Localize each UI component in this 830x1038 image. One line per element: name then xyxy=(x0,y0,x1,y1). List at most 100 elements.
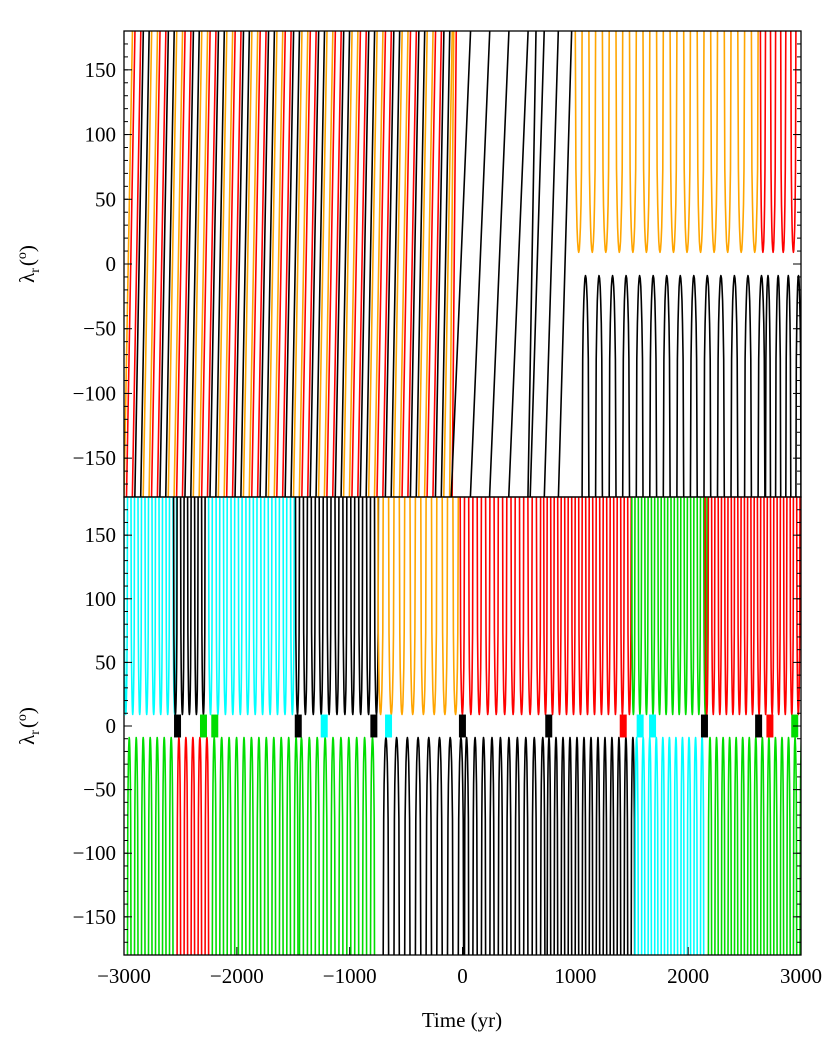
top-circulation-line xyxy=(164,31,176,497)
top-libration-lobe xyxy=(736,31,746,254)
bottom-transition-marker xyxy=(320,714,328,738)
top-circulation-line xyxy=(398,31,409,497)
bottom-libration-lobe xyxy=(441,497,449,716)
bottom-libration-lobe xyxy=(556,497,563,716)
top-y-label-close: ) xyxy=(15,245,39,252)
top-libration-lobe xyxy=(774,274,782,497)
bottom-libration-lobe xyxy=(740,736,746,955)
top-libration-lobe xyxy=(601,31,611,254)
top-circulation-line xyxy=(256,31,267,497)
bottom-libration-lobe xyxy=(626,497,633,716)
bottom-libration-lobe xyxy=(560,736,566,955)
top-circulation-line xyxy=(448,31,455,497)
bottom-libration-lobe xyxy=(237,497,243,716)
bottom-libration-lobe xyxy=(334,497,340,716)
bottom-libration-lobe xyxy=(126,736,132,955)
top-libration-lobe xyxy=(669,31,678,254)
top-libration-lobe xyxy=(621,274,631,497)
bottom-libration-lobe xyxy=(505,736,512,955)
bottom-libration-lobe xyxy=(602,736,608,955)
top-circulation-line xyxy=(131,31,142,497)
bottom-libration-lobe xyxy=(459,497,466,716)
bottom-libration-lobe xyxy=(640,736,646,955)
top-circulation-line xyxy=(376,31,387,497)
bottom-transition-marker xyxy=(755,714,763,738)
bottom-transition-marker xyxy=(199,714,207,738)
top-circulation-line xyxy=(248,31,259,497)
x-tick-label: 1000 xyxy=(554,964,596,988)
top-libration-lobe xyxy=(574,31,583,254)
bottom-libration-lobe xyxy=(527,497,534,716)
bottom-libration-lobe xyxy=(707,736,713,955)
bottom-libration-lobe xyxy=(137,497,143,716)
bottom-transition-marker xyxy=(619,714,627,738)
top-circulation-line xyxy=(181,31,192,497)
bottom-libration-lobe xyxy=(154,736,160,955)
bottom-libration-lobe xyxy=(584,497,591,716)
bottom-libration-lobe xyxy=(514,736,521,955)
bottom-libration-lobe xyxy=(302,497,309,716)
top-circulation-line xyxy=(390,31,401,497)
bottom-libration-lobe xyxy=(430,497,438,716)
bottom-y-label-open: ( xyxy=(15,721,39,728)
bottom-libration-lobe xyxy=(563,497,570,716)
top-circulation-line xyxy=(309,31,320,497)
top-libration-lobe xyxy=(676,274,685,497)
bottom-libration-lobe xyxy=(736,497,742,716)
bottom-y-label-unit: o xyxy=(15,714,30,721)
top-libration-lobe xyxy=(709,31,719,254)
bottom-libration-lobe xyxy=(518,497,525,716)
bottom-libration-lobe xyxy=(539,736,546,955)
top-circulation-line xyxy=(275,31,287,497)
bottom-libration-lobe xyxy=(252,497,258,716)
bottom-libration-lobe xyxy=(274,497,281,716)
bottom-libration-lobe xyxy=(679,736,685,955)
top-circulation-line xyxy=(432,31,443,497)
bottom-libration-lobe xyxy=(689,497,695,716)
bottom-libration-lobe xyxy=(792,736,798,955)
bottom-libration-lobe xyxy=(650,497,656,716)
bottom-libration-lobe xyxy=(657,497,663,716)
x-axis-label: Time (yr) xyxy=(422,1008,502,1032)
top-y-tick-label: −150 xyxy=(73,446,116,470)
bottom-libration-lobe xyxy=(365,497,372,716)
bottom-libration-lobe xyxy=(759,736,765,955)
top-libration-lobe xyxy=(743,274,753,497)
top-circulation-line xyxy=(450,31,472,497)
x-tick-label: −3000 xyxy=(97,964,151,988)
bottom-libration-lobe xyxy=(248,736,255,955)
top-circulation-line xyxy=(301,31,312,497)
bottom-transition-marker xyxy=(385,714,393,738)
top-circulation-line xyxy=(331,31,343,497)
bottom-libration-lobe xyxy=(409,497,417,716)
top-circulation-line xyxy=(148,31,159,497)
bottom-libration-lobe xyxy=(673,736,679,955)
bottom-libration-lobe xyxy=(144,497,150,716)
bottom-libration-lobe xyxy=(772,736,778,955)
top-libration-lobe xyxy=(795,274,801,497)
bottom-libration-lobe xyxy=(230,497,236,716)
bottom-libration-lobe xyxy=(282,497,288,716)
top-circulation-line xyxy=(434,31,445,497)
bottom-libration-lobe xyxy=(616,736,622,955)
top-circulation-line xyxy=(284,31,295,497)
bottom-libration-lobe xyxy=(750,497,756,716)
bottom-libration-lobe xyxy=(623,736,629,955)
bottom-libration-lobe xyxy=(278,736,284,955)
bottom-libration-lobe xyxy=(693,736,699,955)
top-circulation-line xyxy=(334,31,345,497)
top-circulation-line xyxy=(529,31,546,497)
bottom-libration-lobe xyxy=(293,736,299,955)
top-circulation-line xyxy=(342,31,353,497)
bottom-libration-lobe xyxy=(531,736,538,955)
top-circulation-line xyxy=(173,31,184,497)
bottom-libration-lobe xyxy=(535,497,542,716)
top-libration-lobe xyxy=(642,31,651,254)
bottom-libration-lobe xyxy=(696,497,702,716)
bottom-libration-lobe xyxy=(647,736,653,955)
bottom-y-tick-label: 50 xyxy=(95,650,116,674)
bottom-libration-lobe xyxy=(570,497,577,716)
x-tick-label: −2000 xyxy=(210,964,264,988)
bottom-libration-lobe xyxy=(215,497,221,716)
bottom-libration-lobe xyxy=(211,736,217,955)
